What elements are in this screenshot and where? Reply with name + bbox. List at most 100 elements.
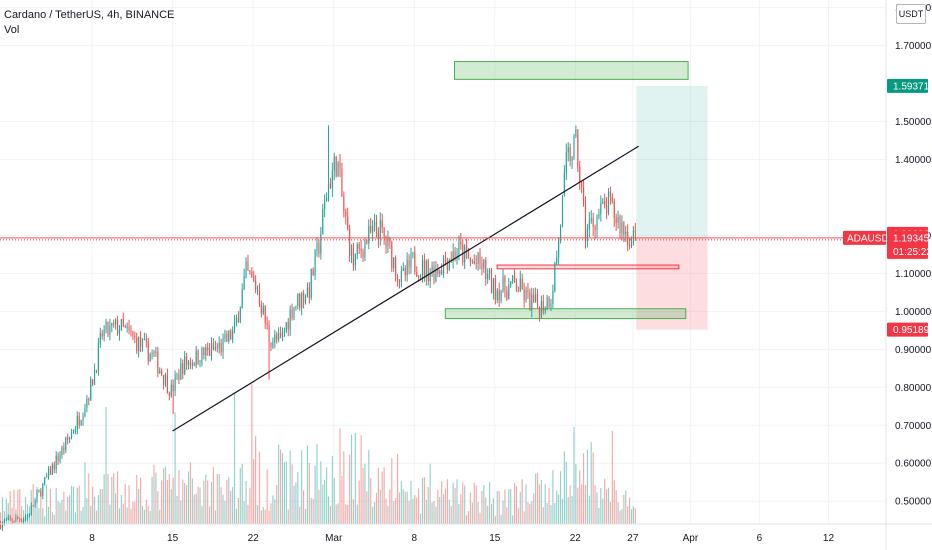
candle-body: [61, 447, 63, 456]
candle-body: [210, 343, 213, 356]
volume-bar: [9, 491, 11, 524]
volume-bar: [462, 482, 464, 524]
candle-body: [358, 244, 360, 249]
volume-bar: [184, 482, 186, 524]
volume-bar: [581, 484, 583, 524]
candle-body: [28, 515, 30, 517]
candle-body: [548, 297, 550, 308]
volume-bar: [207, 480, 209, 524]
currency-selector[interactable]: USDT: [896, 4, 926, 24]
candle-body: [379, 220, 381, 240]
volume-bar: [289, 450, 291, 524]
candle-body: [105, 321, 107, 330]
candle-body: [429, 272, 431, 282]
candle-body: [586, 229, 588, 242]
volume-bar: [157, 491, 159, 524]
volume-bar: [281, 453, 284, 524]
volume-bar: [228, 477, 230, 524]
volume-bar: [387, 505, 389, 524]
volume-bar: [450, 506, 452, 524]
volume-bar: [168, 474, 170, 524]
candle-body: [567, 147, 569, 153]
volume-bar: [249, 487, 251, 524]
candle-body: [558, 238, 560, 258]
volume-bar: [527, 502, 529, 524]
volume-bar: [262, 507, 264, 524]
candle-body: [402, 268, 404, 271]
candle-body: [291, 309, 293, 318]
volume-bar: [299, 506, 301, 524]
volume-bar: [604, 478, 606, 524]
volume-bar: [331, 455, 333, 524]
candle-body: [245, 261, 247, 277]
volume-bar: [216, 474, 218, 524]
volume-bar: [402, 489, 404, 524]
volume-bar: [51, 512, 53, 524]
volume-bar: [554, 502, 556, 524]
volume-bar: [186, 485, 188, 524]
candle-body: [57, 455, 59, 461]
candle-body: [184, 356, 186, 374]
candle-body: [7, 517, 9, 520]
volume-bar: [218, 474, 220, 524]
candle-body: [189, 361, 192, 366]
volume-bar: [303, 490, 305, 524]
last-price-tag: [887, 230, 928, 259]
candle-body: [418, 276, 420, 278]
volume-bar: [492, 498, 495, 524]
candle-body: [391, 242, 393, 269]
volume-bar: [297, 471, 299, 524]
candle-body: [163, 374, 165, 385]
candle-body: [157, 351, 159, 374]
volume-bar: [456, 479, 458, 524]
candle-body: [70, 432, 73, 438]
candle-body: [634, 230, 636, 233]
candle-body: [293, 307, 295, 318]
candle-body: [559, 226, 562, 239]
candle-body: [151, 352, 153, 354]
volume-bars: [0, 384, 636, 524]
volume-bar: [607, 487, 610, 524]
volume-bar: [149, 511, 151, 524]
candle-body: [444, 259, 447, 262]
volume-bar: [279, 449, 282, 524]
candle-body: [289, 309, 291, 330]
candle-body: [3, 520, 5, 523]
candle-body: [370, 225, 372, 233]
price-tag-label: 1.59371: [893, 81, 930, 92]
candle-body: [362, 250, 364, 258]
candle-body: [579, 166, 581, 182]
candle-body: [93, 369, 96, 385]
volume-bar: [182, 479, 184, 524]
volume-bar: [103, 474, 105, 524]
candle-body: [366, 240, 368, 244]
candle-body: [262, 306, 264, 314]
candle-body: [15, 517, 17, 523]
candle-body: [74, 429, 76, 433]
volume-bar: [308, 462, 310, 524]
volume-bar: [500, 514, 502, 524]
volume-bar: [333, 477, 335, 524]
volume-bar: [558, 494, 560, 524]
volume-bar: [335, 504, 337, 524]
candle-body: [42, 483, 44, 496]
candle-body: [260, 304, 262, 314]
candle-body: [214, 347, 216, 350]
candle-body: [448, 259, 450, 270]
volume-bar: [617, 502, 619, 524]
candle-body: [408, 259, 410, 268]
candle-body: [485, 260, 487, 279]
volume-bar: [339, 428, 341, 524]
volume-bar: [479, 512, 481, 524]
candle-body: [412, 252, 414, 254]
volume-bar: [266, 469, 268, 524]
volume-bar: [226, 479, 228, 524]
candle-body: [201, 348, 203, 365]
candle-body: [594, 226, 596, 231]
volume-bar: [326, 467, 328, 524]
candle-body: [606, 205, 608, 214]
candle-body: [368, 225, 370, 244]
volume-bar: [418, 488, 420, 524]
candle-body: [304, 297, 307, 304]
